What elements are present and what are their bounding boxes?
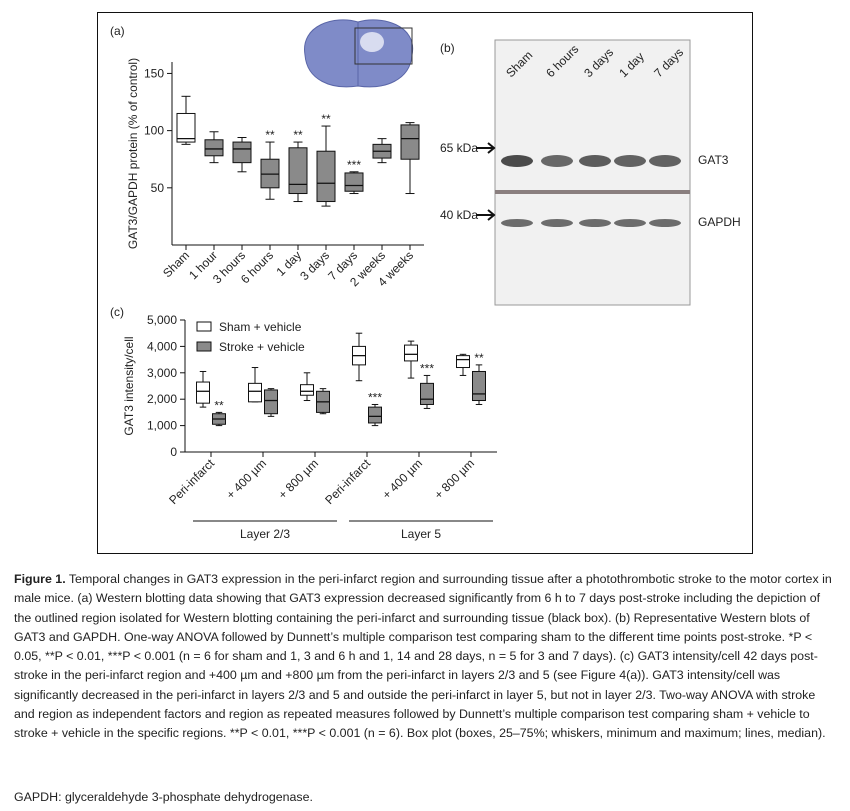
figure: (b) 65 kDa 40 kDa GAT3 GAPDH Sham 6 hours… bbox=[97, 12, 753, 554]
box bbox=[400, 124, 420, 160]
blot-band bbox=[614, 219, 646, 227]
blot-band bbox=[649, 155, 681, 167]
group-label: Layer 2/3 bbox=[240, 527, 290, 541]
blot-divider bbox=[495, 190, 690, 194]
figure-frame bbox=[97, 12, 753, 554]
blot-membrane bbox=[494, 39, 691, 306]
legend-swatch bbox=[196, 321, 212, 332]
x-tick-label: + 400 µm bbox=[379, 456, 425, 502]
legend-label: Stroke + vehicle bbox=[219, 340, 305, 354]
brain-section bbox=[304, 19, 414, 88]
caption-label: Figure 1. bbox=[14, 572, 66, 586]
y-tick-label: 2,000 bbox=[147, 392, 177, 406]
blot-band bbox=[541, 219, 573, 227]
y-axis-label: GAT3/GAPDH protein (% of control) bbox=[126, 58, 140, 249]
y-tick-label: 50 bbox=[151, 181, 165, 195]
box bbox=[316, 150, 336, 203]
panel-label: (c) bbox=[110, 305, 124, 319]
blot-band bbox=[501, 219, 533, 227]
blot-band bbox=[501, 155, 533, 167]
box bbox=[472, 370, 486, 402]
y-tick-label: 5,000 bbox=[147, 313, 177, 327]
x-tick-label: Peri-infarct bbox=[166, 456, 217, 507]
blot-band bbox=[541, 155, 573, 167]
x-tick-label: 3 days bbox=[297, 248, 332, 283]
box bbox=[232, 141, 252, 164]
significance: ** bbox=[474, 351, 484, 365]
blot-band bbox=[579, 155, 611, 167]
marker-arrow bbox=[476, 142, 496, 154]
box bbox=[248, 382, 262, 403]
significance: *** bbox=[368, 390, 382, 404]
significance: ** bbox=[321, 112, 331, 126]
box bbox=[264, 389, 278, 415]
group-label: Layer 5 bbox=[401, 527, 441, 541]
significance: ** bbox=[293, 128, 303, 142]
blot-band bbox=[579, 219, 611, 227]
y-tick-label: 4,000 bbox=[147, 339, 177, 353]
box bbox=[420, 382, 434, 405]
box bbox=[176, 112, 196, 143]
significance: *** bbox=[347, 158, 361, 172]
x-tick-label: + 800 µm bbox=[275, 456, 321, 502]
box bbox=[300, 384, 314, 396]
caption-text: Temporal changes in GAT3 expression in t… bbox=[14, 572, 832, 741]
significance: ** bbox=[265, 128, 275, 142]
box bbox=[368, 406, 382, 424]
y-axis-label: GAT3 intensity/cell bbox=[122, 336, 136, 435]
blot-band bbox=[649, 219, 681, 227]
footnote: GAPDH: glyceraldehyde 3-phosphate dehydr… bbox=[14, 790, 313, 804]
blot-band bbox=[614, 155, 646, 167]
box bbox=[344, 172, 364, 192]
band-label: GAPDH bbox=[698, 215, 741, 229]
band-label: GAT3 bbox=[698, 153, 729, 167]
x-tick-label: Peri-infarct bbox=[322, 456, 373, 507]
box bbox=[288, 147, 308, 195]
significance: ** bbox=[214, 398, 224, 412]
legend-label: Sham + vehicle bbox=[219, 320, 302, 334]
y-tick-label: 3,000 bbox=[147, 366, 177, 380]
x-tick-label: + 400 µm bbox=[223, 456, 269, 502]
box bbox=[204, 139, 224, 157]
box bbox=[456, 355, 470, 369]
x-tick-label: + 800 µm bbox=[431, 456, 477, 502]
significance: *** bbox=[420, 361, 434, 375]
marker-label: 40 kDa bbox=[440, 208, 478, 222]
x-tick-label: Sham bbox=[160, 248, 192, 280]
box bbox=[196, 381, 210, 404]
marker-label: 65 kDa bbox=[440, 141, 478, 155]
y-tick-label: 100 bbox=[144, 124, 164, 138]
caption: Figure 1. Temporal changes in GAT3 expre… bbox=[14, 570, 834, 744]
marker-arrow bbox=[476, 209, 496, 221]
box bbox=[404, 344, 418, 362]
legend-swatch bbox=[196, 341, 212, 352]
panel-label: (a) bbox=[110, 24, 125, 38]
y-tick-label: 1,000 bbox=[147, 419, 177, 433]
y-tick-label: 0 bbox=[170, 445, 177, 459]
y-tick-label: 150 bbox=[144, 66, 164, 80]
panel-label: (b) bbox=[440, 41, 455, 55]
